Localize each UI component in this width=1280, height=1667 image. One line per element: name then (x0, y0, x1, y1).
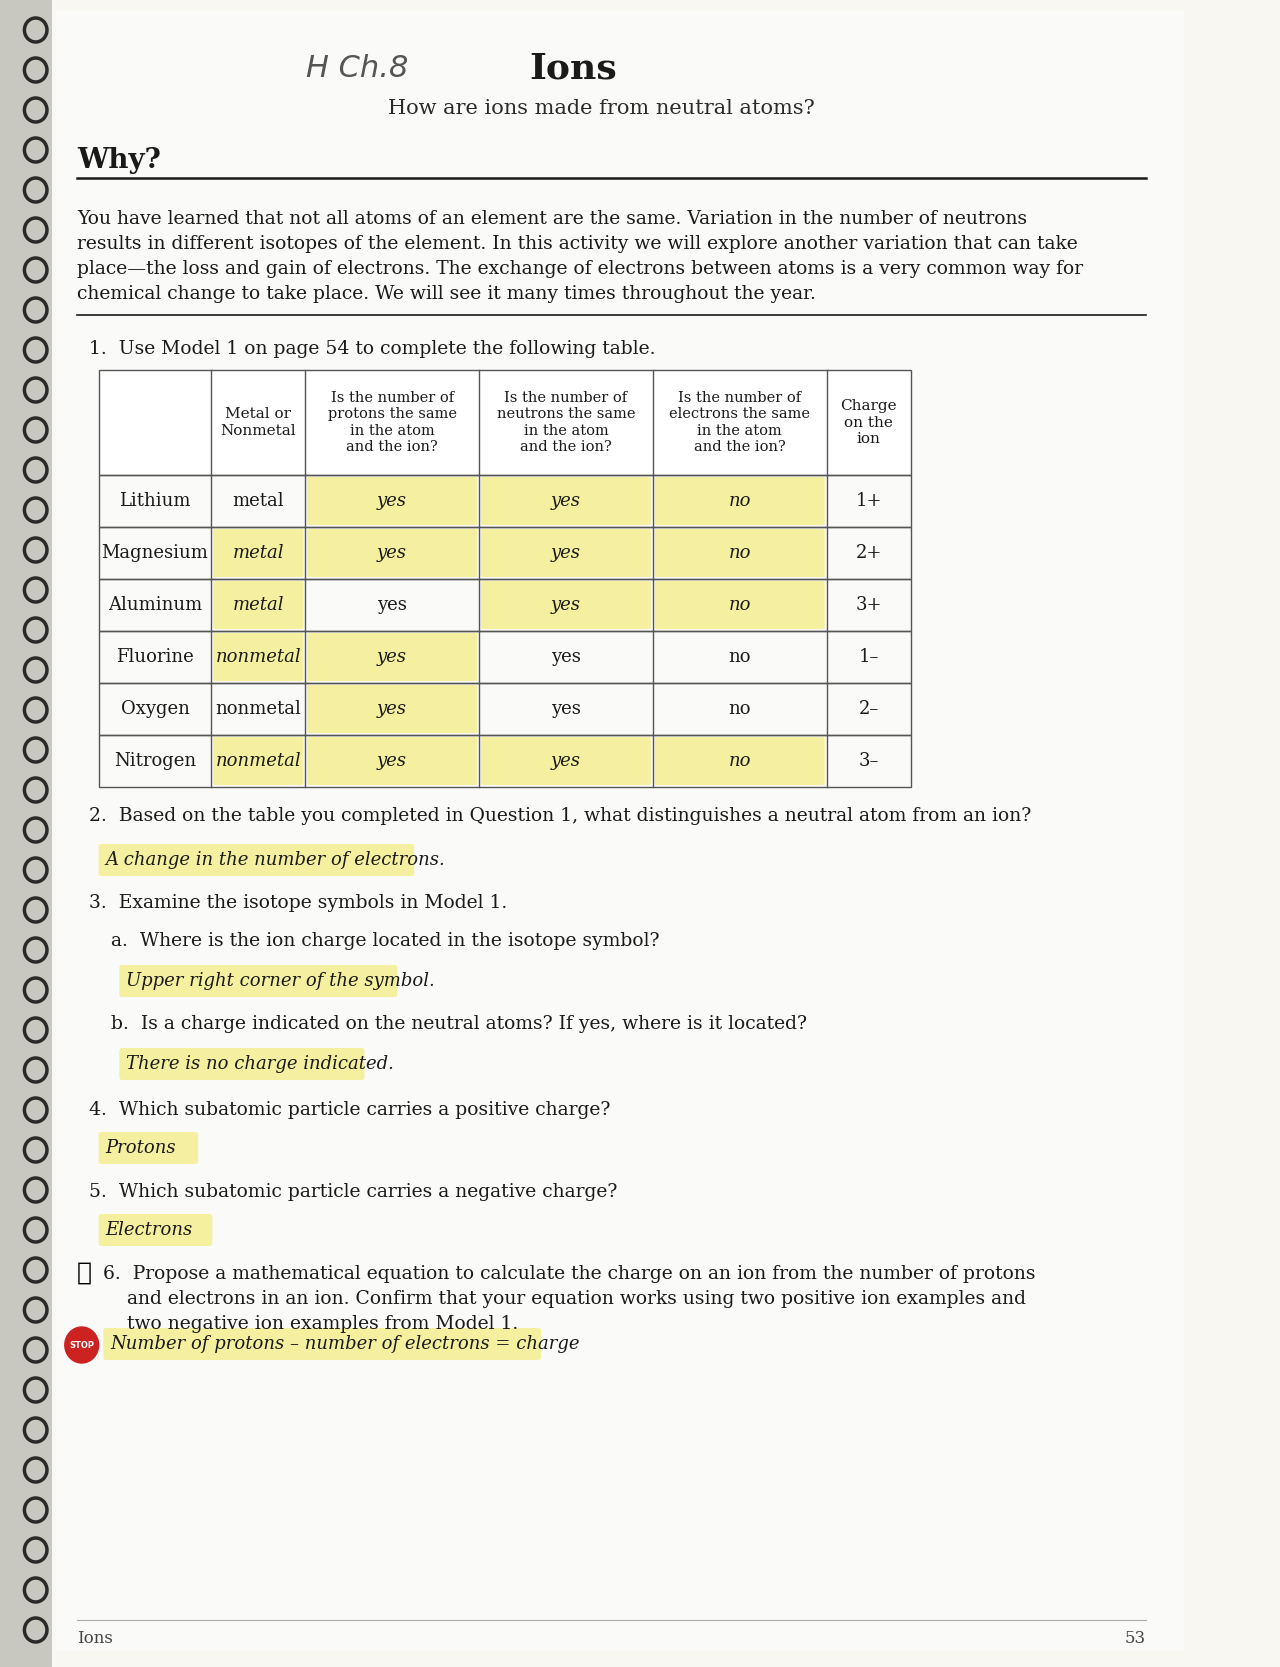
Text: 3.  Examine the isotope symbols in Model 1.: 3. Examine the isotope symbols in Model … (90, 894, 507, 912)
Text: yes: yes (550, 752, 581, 770)
FancyBboxPatch shape (307, 685, 477, 733)
Text: Is the number of
electrons the same
in the atom
and the ion?: Is the number of electrons the same in t… (669, 392, 810, 453)
Text: yes: yes (378, 700, 407, 718)
FancyBboxPatch shape (56, 10, 1184, 1650)
Text: yes: yes (378, 492, 407, 510)
FancyBboxPatch shape (654, 528, 824, 577)
FancyBboxPatch shape (307, 633, 477, 682)
Text: yes: yes (378, 648, 407, 667)
Circle shape (65, 1327, 99, 1364)
Text: 3+: 3+ (855, 597, 882, 613)
FancyBboxPatch shape (307, 528, 477, 577)
FancyBboxPatch shape (481, 477, 652, 525)
Text: no: no (728, 543, 751, 562)
Text: no: no (728, 752, 751, 770)
Text: 4.  Which subatomic particle carries a positive charge?: 4. Which subatomic particle carries a po… (90, 1100, 611, 1119)
Text: no: no (728, 700, 751, 718)
Text: 53: 53 (1125, 1630, 1146, 1647)
Text: yes: yes (550, 700, 581, 718)
Text: STOP: STOP (69, 1340, 95, 1350)
FancyBboxPatch shape (99, 1132, 198, 1164)
FancyBboxPatch shape (307, 737, 477, 785)
Text: Why?: Why? (77, 147, 161, 173)
FancyBboxPatch shape (99, 370, 911, 475)
Text: no: no (728, 648, 751, 667)
Text: nonmetal: nonmetal (215, 700, 301, 718)
Text: You have learned that not all atoms of an element are the same. Variation in the: You have learned that not all atoms of a… (77, 210, 1083, 303)
Text: 1–: 1– (859, 648, 879, 667)
Text: nonmetal: nonmetal (215, 648, 301, 667)
Text: yes: yes (550, 597, 581, 613)
Text: Lithium: Lithium (119, 492, 191, 510)
Text: yes: yes (378, 752, 407, 770)
Text: yes: yes (550, 543, 581, 562)
Text: a.  Where is the ion charge located in the isotope symbol?: a. Where is the ion charge located in th… (111, 932, 659, 950)
Text: yes: yes (378, 543, 407, 562)
Text: 5.  Which subatomic particle carries a negative charge?: 5. Which subatomic particle carries a ne… (90, 1184, 618, 1200)
Text: Metal or
Nonmetal: Metal or Nonmetal (220, 407, 296, 438)
FancyBboxPatch shape (119, 965, 397, 997)
Text: b.  Is a charge indicated on the neutral atoms? If yes, where is it located?: b. Is a charge indicated on the neutral … (111, 1015, 806, 1034)
FancyBboxPatch shape (99, 844, 415, 875)
FancyBboxPatch shape (104, 1329, 541, 1360)
FancyBboxPatch shape (119, 1049, 365, 1080)
Text: no: no (728, 492, 751, 510)
Text: yes: yes (550, 492, 581, 510)
Text: nonmetal: nonmetal (215, 752, 301, 770)
Text: Magnesium: Magnesium (101, 543, 209, 562)
Text: 2.  Based on the table you completed in Question 1, what distinguishes a neutral: 2. Based on the table you completed in Q… (90, 807, 1032, 825)
Text: metal: metal (233, 492, 284, 510)
FancyBboxPatch shape (307, 477, 477, 525)
Text: How are ions made from neutral atoms?: How are ions made from neutral atoms? (388, 98, 814, 117)
FancyBboxPatch shape (0, 0, 51, 1667)
Text: no: no (728, 597, 751, 613)
Text: 1+: 1+ (855, 492, 882, 510)
FancyBboxPatch shape (214, 737, 303, 785)
Text: There is no charge indicated.: There is no charge indicated. (125, 1055, 394, 1074)
Text: yes: yes (550, 648, 581, 667)
Text: 2+: 2+ (856, 543, 882, 562)
Text: Upper right corner of the symbol.: Upper right corner of the symbol. (125, 972, 435, 990)
Text: Aluminum: Aluminum (108, 597, 202, 613)
Text: Ions: Ions (529, 52, 617, 85)
FancyBboxPatch shape (481, 582, 652, 628)
Text: Ions: Ions (77, 1630, 113, 1647)
Text: Number of protons – number of electrons = charge: Number of protons – number of electrons … (110, 1335, 580, 1354)
Text: Is the number of
protons the same
in the atom
and the ion?: Is the number of protons the same in the… (328, 392, 457, 453)
Text: 🔑: 🔑 (77, 1260, 92, 1285)
Text: metal: metal (233, 543, 284, 562)
Text: A change in the number of electrons.: A change in the number of electrons. (105, 850, 445, 869)
Text: Is the number of
neutrons the same
in the atom
and the ion?: Is the number of neutrons the same in th… (497, 392, 635, 453)
Text: Electrons: Electrons (105, 1220, 192, 1239)
FancyBboxPatch shape (654, 737, 824, 785)
Text: 6.  Propose a mathematical equation to calculate the charge on an ion from the n: 6. Propose a mathematical equation to ca… (104, 1265, 1036, 1334)
FancyBboxPatch shape (214, 528, 303, 577)
FancyBboxPatch shape (481, 528, 652, 577)
Text: 2–: 2– (859, 700, 879, 718)
Text: Oxygen: Oxygen (120, 700, 189, 718)
FancyBboxPatch shape (654, 582, 824, 628)
FancyBboxPatch shape (481, 737, 652, 785)
FancyBboxPatch shape (99, 1214, 212, 1245)
Text: yes: yes (378, 597, 407, 613)
Text: Nitrogen: Nitrogen (114, 752, 196, 770)
Text: Charge
on the
ion: Charge on the ion (841, 400, 897, 445)
Text: H Ch.8: H Ch.8 (306, 53, 408, 82)
Text: 3–: 3– (859, 752, 879, 770)
FancyBboxPatch shape (214, 633, 303, 682)
FancyBboxPatch shape (654, 477, 824, 525)
Text: Protons: Protons (105, 1139, 175, 1157)
FancyBboxPatch shape (214, 582, 303, 628)
Text: Fluorine: Fluorine (116, 648, 193, 667)
Text: metal: metal (233, 597, 284, 613)
Text: 1.  Use Model 1 on page 54 to complete the following table.: 1. Use Model 1 on page 54 to complete th… (90, 340, 655, 358)
